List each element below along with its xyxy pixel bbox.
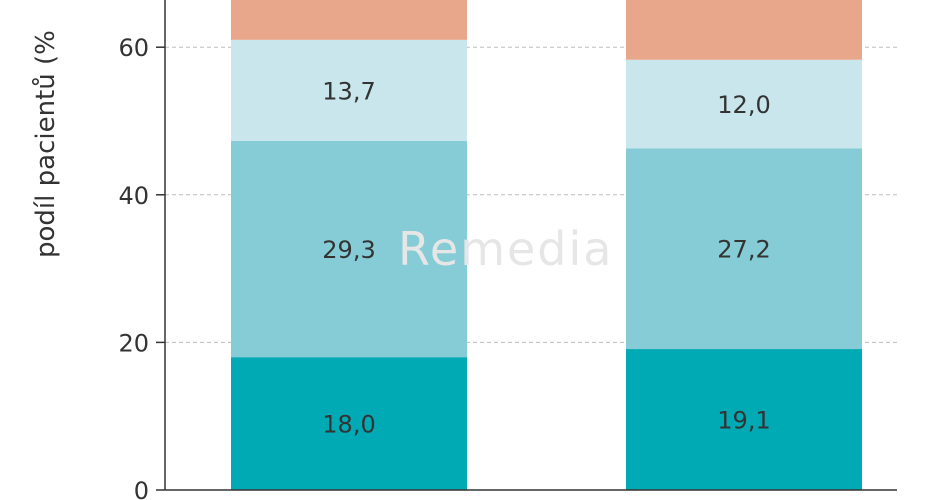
bars	[231, 0, 862, 490]
data-label-bar-2-segment-1: 19,1	[717, 407, 770, 435]
bar-1-segment-2	[231, 140, 467, 358]
bar-1-segment-3	[231, 39, 467, 141]
bar-2-segment-2	[626, 148, 862, 350]
bar-2-segment-3	[626, 59, 862, 149]
data-label-bar-1-segment-3: 13,7	[322, 77, 375, 105]
data-label-bar-2-segment-2: 27,2	[717, 236, 770, 264]
watermark: Remedia	[398, 222, 613, 276]
bar-1-segment-4	[231, 0, 467, 40]
y-tick-label-0: 0	[134, 477, 149, 500]
bar-2-segment-1	[626, 349, 862, 490]
y-tick-label-60: 60	[118, 34, 149, 62]
y-tick-label-20: 20	[118, 329, 149, 357]
y-tick-label-40: 40	[118, 182, 149, 210]
bar-2-segment-4	[626, 0, 862, 60]
data-label-bar-1-segment-1: 18,0	[322, 411, 375, 439]
data-label-bar-1-segment-2: 29,3	[322, 236, 375, 264]
y-axis-title: podíl pacientů (%	[31, 30, 61, 258]
data-label-bar-2-segment-3: 12,0	[717, 91, 770, 119]
axes: 0 20 40 60	[118, 0, 897, 500]
bar-1-segment-1	[231, 357, 467, 490]
value-labels: 18,0 29,3 13,7 19,1 27,2 12,0	[322, 77, 770, 438]
